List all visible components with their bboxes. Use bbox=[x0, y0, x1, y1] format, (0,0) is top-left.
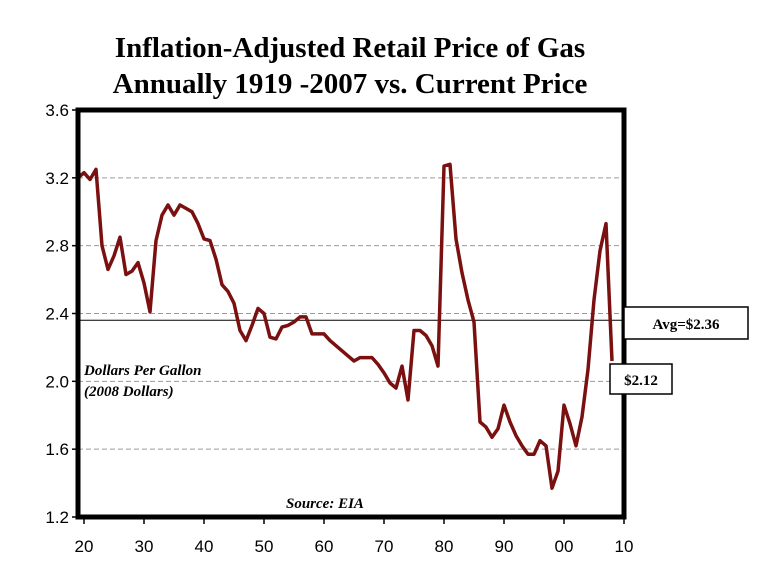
y-tick-label: 2.8 bbox=[45, 237, 69, 256]
source-annotation: Source: EIA bbox=[286, 496, 364, 512]
x-tick-label: 80 bbox=[435, 537, 454, 556]
price-series-line bbox=[76, 162, 614, 490]
average-label: Avg=$2.36 bbox=[652, 317, 720, 333]
chart-subtitle: Annually 1919 -2007 vs. Current Price bbox=[112, 68, 588, 100]
x-tick-label: 00 bbox=[555, 537, 574, 556]
x-tick-label: 90 bbox=[495, 537, 514, 556]
x-tick-label: 50 bbox=[255, 537, 274, 556]
x-axis-ticks: 20 30 40 50 60 70 80 90 00 10 bbox=[75, 517, 634, 556]
y-tick-label: 2.0 bbox=[45, 372, 69, 391]
chart-title: Inflation-Adjusted Retail Price of Gas bbox=[114, 32, 586, 64]
chart-title-block: Inflation-Adjusted Retail Price of Gas A… bbox=[0, 30, 700, 102]
average-label-box: Avg=$2.36 bbox=[623, 306, 749, 340]
x-tick-label: 60 bbox=[315, 537, 334, 556]
x-tick-label: 40 bbox=[195, 537, 214, 556]
y-axis-label: Dollars Per Gallon bbox=[83, 363, 202, 379]
x-tick-label: 20 bbox=[75, 537, 94, 556]
y-axis-ticks: 1.2 1.6 2.0 2.4 2.8 3.2 3.6 bbox=[45, 101, 78, 527]
y-tick-label: 1.2 bbox=[45, 508, 69, 527]
current-price-box: $2.12 bbox=[609, 363, 673, 395]
y-tick-label: 2.4 bbox=[45, 305, 69, 324]
y-tick-label: 3.6 bbox=[45, 101, 69, 120]
gridlines bbox=[78, 177, 624, 450]
y-tick-label: 1.6 bbox=[45, 440, 69, 459]
y-axis-label-units: (2008 Dollars) bbox=[84, 384, 174, 400]
y-tick-label: 3.2 bbox=[45, 169, 69, 188]
x-tick-label: 30 bbox=[135, 537, 154, 556]
x-tick-label: 10 bbox=[615, 537, 634, 556]
x-tick-label: 70 bbox=[375, 537, 394, 556]
current-price-label: $2.12 bbox=[624, 373, 658, 389]
